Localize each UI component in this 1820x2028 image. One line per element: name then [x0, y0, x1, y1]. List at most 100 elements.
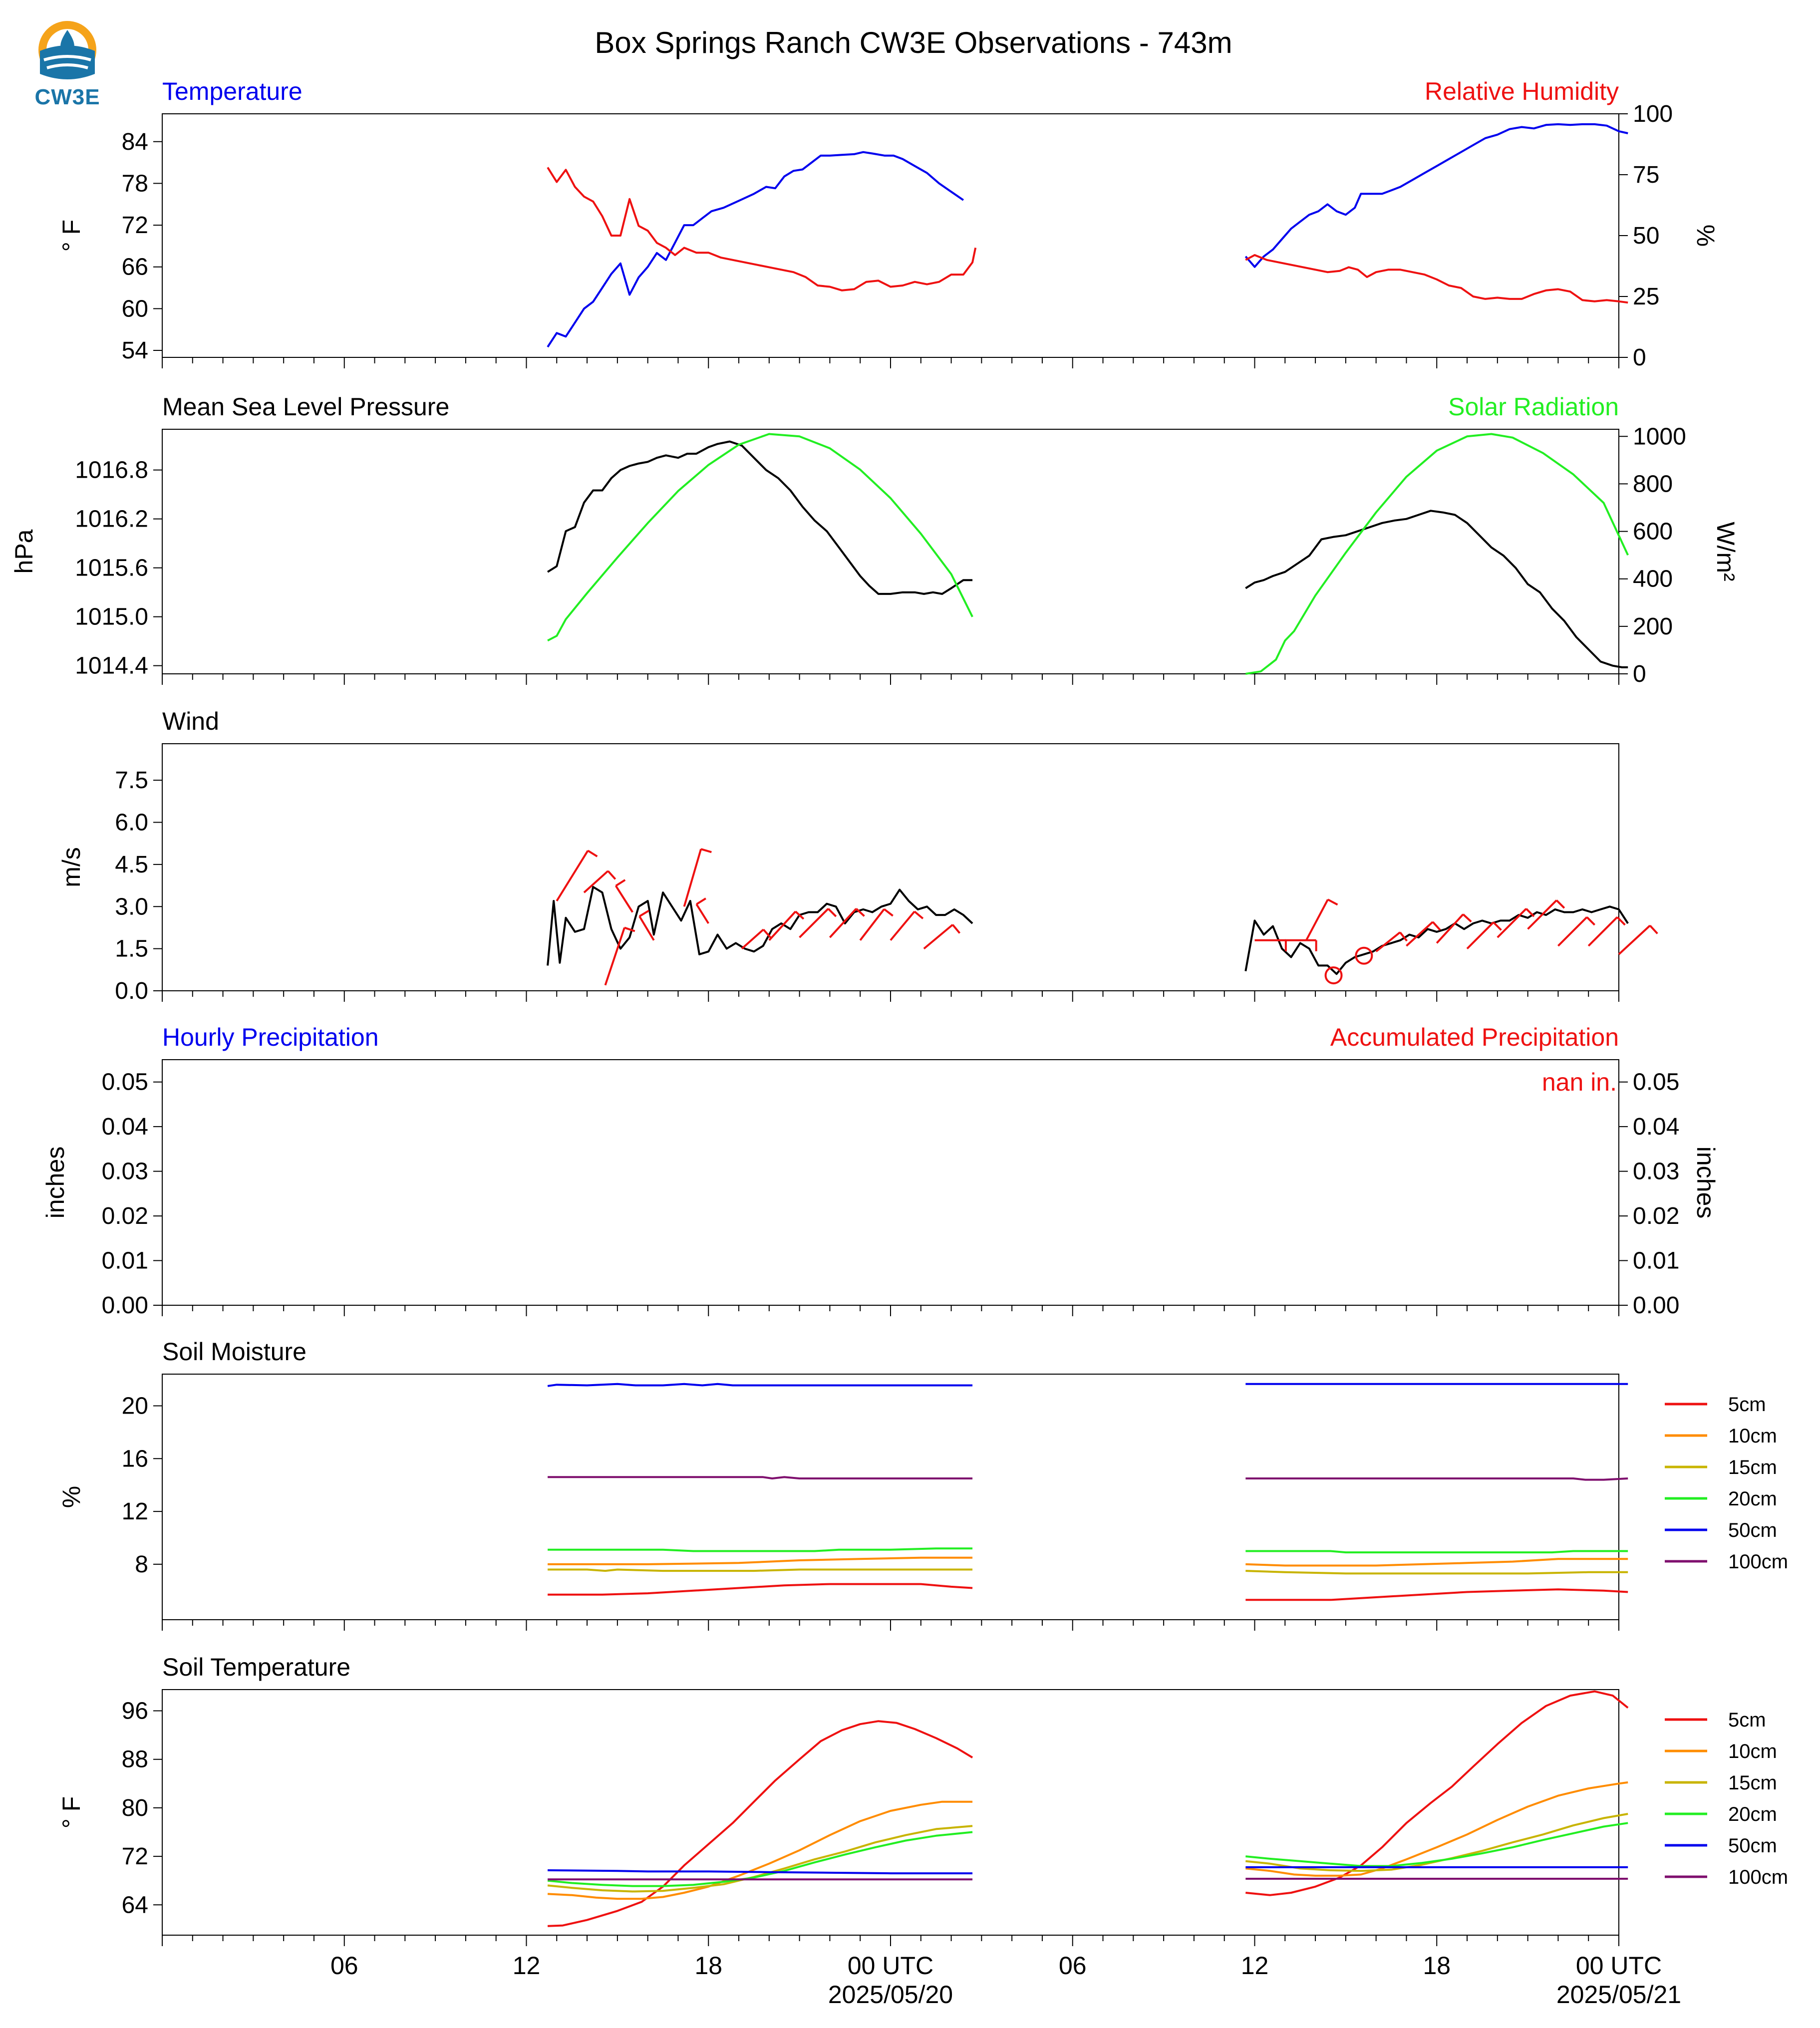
wind-barb	[1527, 899, 1565, 930]
wind-barb-flag	[1525, 908, 1535, 917]
y-tick-label: 7.5	[115, 767, 148, 794]
panel-5: Soil Temperature 64 72 80 88 96 ° F 5cm 10cm 15cm…	[57, 1653, 1788, 2009]
y-axis-label: m/s	[57, 847, 85, 887]
wind-barb-flag	[1399, 931, 1408, 942]
y2-tick-label: 1000	[1633, 423, 1686, 450]
y-tick-label: 0.04	[102, 1114, 148, 1140]
wind-barb-flag	[1432, 921, 1441, 931]
panel-left-title: Temperature	[162, 77, 303, 105]
panel-frame	[162, 1374, 1619, 1620]
y2-tick-label: 25	[1633, 284, 1659, 310]
wind-barb-flag	[1327, 898, 1338, 906]
y-tick-label: 1015.6	[75, 555, 148, 581]
wind-barb	[890, 910, 924, 941]
wind-barb-flag	[615, 879, 626, 887]
y2-tick-label: 100	[1633, 101, 1673, 127]
series-line-green	[547, 433, 973, 642]
y-tick-label: 1014.4	[75, 653, 148, 679]
y-tick-label: 8	[135, 1551, 148, 1578]
legend-label: 50cm	[1728, 1835, 1777, 1857]
series-line-10cm	[1245, 1781, 1628, 1877]
series-line-5cm	[1245, 1690, 1629, 1896]
wind-barb	[829, 908, 865, 938]
series-line-red	[547, 167, 977, 291]
y2-tick-label: 0.05	[1633, 1069, 1679, 1096]
wind-barb-staff	[1527, 899, 1557, 930]
y-tick-label: 12	[122, 1498, 148, 1525]
wind-barb	[614, 879, 633, 913]
chart-panels: Temperature Relative Humidity546066727884…	[10, 77, 1788, 2009]
series-line-black	[547, 440, 973, 595]
y-tick-label: 1015.0	[75, 604, 148, 630]
panel-4: Soil Moisture 8 12 16 20% 5cm 10cm 15cm 20cm 50cm…	[57, 1338, 1788, 1631]
panel-frame	[162, 743, 1619, 991]
wind-barb-staff	[683, 849, 702, 907]
series-line-15cm	[548, 1568, 973, 1572]
panel-left-title: Mean Sea Level Pressure	[162, 393, 449, 421]
y-tick-label: 72	[122, 212, 148, 239]
wind-barb-staff	[556, 850, 589, 902]
wind-barb-staff	[1618, 924, 1651, 955]
y-axis-label: ° F	[57, 1796, 85, 1828]
legend-label: 100cm	[1728, 1866, 1788, 1888]
wind-barb	[556, 850, 598, 902]
panel-3: Hourly Precipitation Accumulated Precipit…	[41, 1023, 1720, 1319]
series-line-green	[1245, 433, 1629, 675]
wind-barb	[1497, 908, 1535, 938]
y-tick-label: 0.00	[102, 1292, 148, 1319]
wind-barb	[799, 908, 837, 938]
series-line-red	[1245, 254, 1628, 304]
y-tick-label: 88	[122, 1746, 148, 1773]
legend-label: 20cm	[1728, 1803, 1777, 1825]
y-axis-label: %	[57, 1486, 85, 1508]
legend-label: 20cm	[1728, 1488, 1777, 1510]
series-line-blue	[1244, 123, 1628, 268]
series-line-15cm	[547, 1825, 973, 1893]
x-tick-label: 06	[330, 1952, 358, 1980]
wind-barb	[1618, 924, 1658, 955]
x-tick-label: 00 UTC	[848, 1952, 933, 1980]
wind-barb-flag	[795, 910, 805, 920]
panel-left-title: Soil Moisture	[162, 1338, 306, 1366]
y-tick-label: 4.5	[115, 852, 148, 878]
series-line-blue	[547, 151, 964, 348]
accumulated-precip-value: nan in.	[1542, 1068, 1617, 1096]
panel-0: Temperature Relative Humidity 54 60 66 72 78 84…	[57, 77, 1720, 371]
wind-barb-flag	[1462, 913, 1472, 923]
series-line-20cm	[547, 1831, 973, 1887]
series-line-100cm	[548, 1476, 973, 1479]
x-tick-label: 18	[694, 1952, 722, 1980]
wind-barb-flag	[951, 924, 961, 934]
wind-barb-staff	[1375, 931, 1401, 952]
series-line-5cm	[548, 1720, 973, 1927]
wind-barb-staff	[799, 908, 829, 938]
wind-barb-flag	[1649, 924, 1658, 934]
y2-tick-label: 0.03	[1633, 1159, 1679, 1185]
panel-frame	[162, 1689, 1619, 1936]
legend-label: 100cm	[1728, 1551, 1788, 1573]
wind-barb-flag	[624, 926, 635, 932]
wind-barb	[604, 926, 635, 986]
y-tick-label: 1016.2	[75, 506, 148, 533]
wind-barb	[695, 897, 709, 924]
y-axis-label: hPa	[10, 529, 38, 574]
panel-right-title: Relative Humidity	[1425, 77, 1619, 105]
wind-barb-staff	[829, 908, 857, 938]
wind-barb	[1587, 916, 1626, 947]
y2-tick-label: 200	[1633, 613, 1673, 640]
wind-barb-staff	[1587, 916, 1618, 947]
legend-label: 5cm	[1728, 1394, 1766, 1416]
y-tick-label: 16	[122, 1446, 148, 1472]
y2-axis-label: W/m²	[1712, 522, 1740, 581]
cw3e-logo-icon	[38, 21, 96, 79]
wind-barb-flag	[638, 909, 649, 917]
panel-2: Wind 0.0 1.5 3.0 4.5 6.0 7.5 m/s	[57, 707, 1658, 1004]
series-line-10cm	[1245, 1558, 1628, 1567]
logo-text: CW3E	[34, 85, 100, 109]
legend-label: 10cm	[1728, 1740, 1777, 1762]
y-tick-label: 0.02	[102, 1203, 148, 1229]
y2-tick-label: 75	[1633, 162, 1659, 188]
series-line-20cm	[1245, 1822, 1628, 1867]
wind-barb-flag	[1616, 916, 1626, 926]
figure-title: Box Springs Ranch CW3E Observations - 74…	[595, 26, 1232, 59]
